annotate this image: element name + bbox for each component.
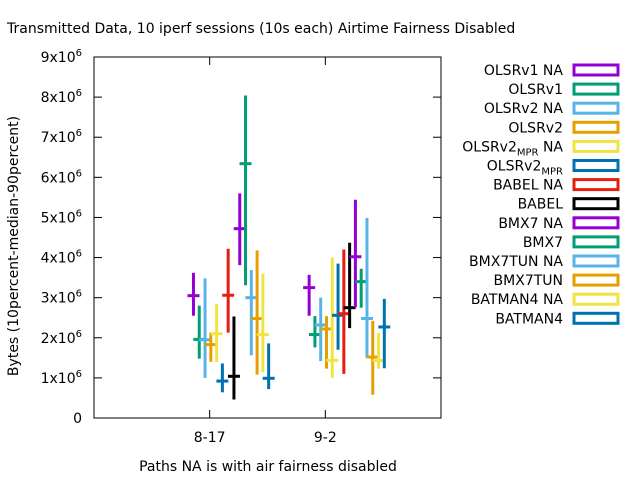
series-12 [256, 273, 385, 373]
legend-swatch [572, 197, 620, 211]
y-tick-label: 6x106 [41, 168, 82, 186]
series-4 [210, 257, 339, 378]
legend-entry: OLSRv1 NA [484, 63, 620, 79]
legend-label: BATMAN4 NA [471, 292, 564, 308]
legend-entry: BMX7 [523, 235, 620, 251]
legend-entry: BATMAN4 [495, 311, 620, 327]
legend-label: BMX7 NA [498, 216, 563, 232]
series-8 [233, 193, 362, 308]
legend-label: BMX7 [523, 235, 563, 251]
legend-entry: BMX7TUN [494, 273, 620, 289]
x-tick-label: 9-2 [314, 430, 337, 446]
series-13 [262, 298, 391, 390]
x-axis-label: Paths NA is with air fairness disabled [139, 459, 397, 475]
y-tick-label: 5x106 [41, 208, 82, 226]
legend-label: OLSRv2 [508, 120, 563, 136]
legend-label: BABEL NA [493, 178, 563, 194]
legend-swatch [572, 311, 620, 325]
legend-entry: BMX7TUN NA [469, 254, 620, 270]
legend-swatch [572, 101, 620, 115]
legend-entry: OLSRv1 [508, 82, 620, 98]
legend-entry: OLSRv2MPR NA [462, 139, 620, 158]
legend-label: OLSRv2MPR [487, 159, 563, 178]
y-tick-label: 7x106 [41, 128, 82, 146]
legend-swatch [572, 216, 620, 230]
series-10 [245, 217, 373, 358]
y-axis: 0 1x106 2x106 3x106 4x106 5x106 6x106 7x106 8x10… [41, 48, 441, 427]
legend-swatch [572, 63, 620, 77]
x-tick-label: 8-17 [194, 430, 226, 446]
legend-entry: BABEL [518, 197, 620, 213]
legend-entry: OLSRv2 [508, 120, 620, 136]
legend-entry: OLSRv2 NA [484, 101, 620, 117]
legend-entry: BABEL NA [493, 178, 620, 194]
legend: OLSRv1 NA OLSRv1 OLSRv2 NA OLSRv2 OLSRv2MPR … [462, 63, 620, 327]
chart-title: Transmitted Data, 10 iperf sessions (10s… [6, 21, 515, 37]
legend-label: BMX7TUN NA [469, 254, 563, 270]
legend-swatch [572, 82, 620, 96]
y-tick-label: 3x106 [41, 289, 82, 307]
legend-label: OLSRv2 NA [484, 101, 564, 117]
legend-swatch [572, 254, 620, 268]
y-axis-label: Bytes (10percent-median-90percent) [6, 116, 22, 376]
legend-swatch [572, 235, 620, 249]
legend-swatch [572, 292, 620, 306]
legend-label: OLSRv2MPR NA [462, 139, 563, 158]
legend-label: OLSRv1 NA [484, 63, 564, 79]
legend-label: BATMAN4 [495, 311, 563, 327]
data-marks [187, 95, 391, 400]
y-tick-label: 4x106 [41, 249, 82, 267]
legend-entry: OLSRv2MPR [487, 159, 620, 178]
legend-label: BABEL [518, 197, 564, 213]
legend-swatch [572, 159, 620, 172]
x-axis: 8-17 9-2 [194, 57, 337, 446]
y-tick-label: 8x106 [41, 88, 82, 106]
legend-entry: BATMAN4 NA [471, 292, 620, 308]
legend-label: BMX7TUN [494, 273, 563, 289]
series-11 [251, 250, 379, 395]
y-tick-label: 9x106 [41, 48, 82, 66]
plot-frame [93, 56, 442, 419]
y-tick-label: 2x106 [41, 329, 82, 347]
y-tick-label: 0 [73, 411, 82, 427]
series-9 [239, 95, 368, 308]
legend-swatch [572, 178, 620, 192]
legend-swatch [572, 120, 620, 134]
legend-label: OLSRv1 [508, 82, 563, 98]
legend-entry: BMX7 NA [498, 216, 620, 232]
series-0 [187, 272, 316, 316]
y-tick-label: 1x106 [41, 369, 82, 387]
plot-border [93, 56, 442, 419]
series-6 [222, 248, 350, 374]
series-7 [227, 242, 356, 400]
legend-swatch [572, 273, 620, 287]
legend-swatch [572, 139, 620, 153]
series-5 [216, 263, 345, 393]
